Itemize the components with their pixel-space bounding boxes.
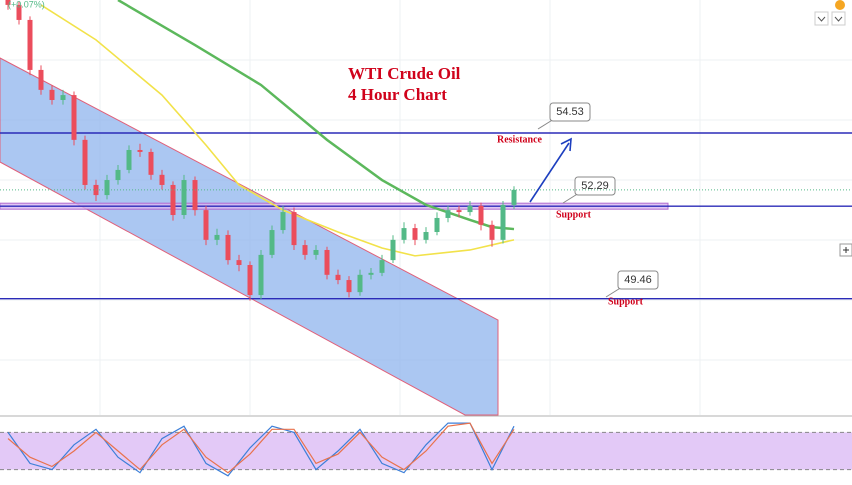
moving-average	[117, 0, 515, 231]
candle-body	[203, 210, 209, 240]
candle-body	[137, 149, 143, 152]
candle-body	[302, 245, 308, 255]
candle-body	[16, 4, 22, 20]
candle-body	[269, 230, 275, 255]
title-line: 4 Hour Chart	[348, 85, 447, 104]
candle-body	[478, 205, 484, 225]
candle-body	[489, 224, 495, 240]
level-label: 52.29	[581, 180, 609, 192]
alert-icon[interactable]	[835, 0, 845, 10]
candle-body	[511, 189, 517, 205]
candle-body	[324, 249, 330, 275]
level-tag: Resistance	[497, 134, 543, 145]
candle-body	[104, 180, 110, 196]
candle-body	[236, 260, 242, 266]
candle-body	[126, 149, 132, 170]
callout-box	[574, 176, 616, 196]
level-label: 54.53	[556, 106, 584, 118]
candle-body	[214, 234, 220, 240]
oscillator-pane	[0, 422, 852, 477]
candle-body	[390, 239, 396, 261]
level-label: 49.46	[624, 274, 652, 286]
candle-body	[148, 151, 154, 175]
candle-body	[379, 260, 385, 273]
candle-body	[291, 212, 297, 246]
candle-body	[500, 204, 506, 240]
title-line: WTI Crude Oil	[348, 64, 461, 83]
oscillator-line	[7, 422, 515, 474]
candle-body	[82, 139, 88, 185]
candle-body	[412, 228, 418, 240]
candle-body	[423, 232, 429, 240]
candle-body	[181, 180, 187, 216]
down-icon	[817, 16, 826, 22]
oscillator-line	[7, 422, 515, 477]
candle-body	[445, 210, 451, 218]
candle-body	[346, 280, 352, 293]
main-pane: 54.53 Resistance 52.29 Support 49.46 Support	[0, 0, 852, 307]
scroll-button[interactable]	[831, 11, 846, 26]
level-tag: Support	[556, 209, 592, 220]
level-tag: Support	[608, 296, 644, 307]
candle-body	[27, 19, 33, 70]
candle-body	[60, 95, 66, 100]
scroll-button[interactable]	[814, 11, 829, 26]
callout-box	[549, 102, 591, 122]
candle-body	[434, 217, 440, 233]
price-change: (+0.07%)	[8, 0, 45, 9]
candle-body	[401, 228, 407, 240]
candle-body	[467, 205, 473, 213]
candle-body	[38, 69, 44, 90]
channel	[0, 57, 499, 416]
candle-body	[225, 234, 231, 261]
candle-body	[313, 249, 319, 255]
candle-body	[368, 272, 374, 275]
candle-body	[71, 95, 77, 140]
candle-body	[49, 89, 55, 100]
candle-body	[357, 274, 363, 293]
candle-body	[247, 265, 253, 296]
candle-body	[5, 0, 11, 5]
candle-body	[280, 212, 286, 231]
candle-body	[192, 180, 198, 211]
arrow-head	[560, 137, 572, 152]
candle-body	[115, 169, 121, 181]
arrow-shaft	[529, 142, 570, 203]
candle-body	[170, 184, 176, 216]
candle-body	[159, 174, 165, 185]
down-icon	[834, 16, 843, 22]
callout-box	[617, 270, 659, 290]
candle-body	[335, 274, 341, 281]
plus-icon	[843, 247, 849, 253]
candle-body	[258, 254, 264, 296]
candle-body	[456, 210, 462, 213]
